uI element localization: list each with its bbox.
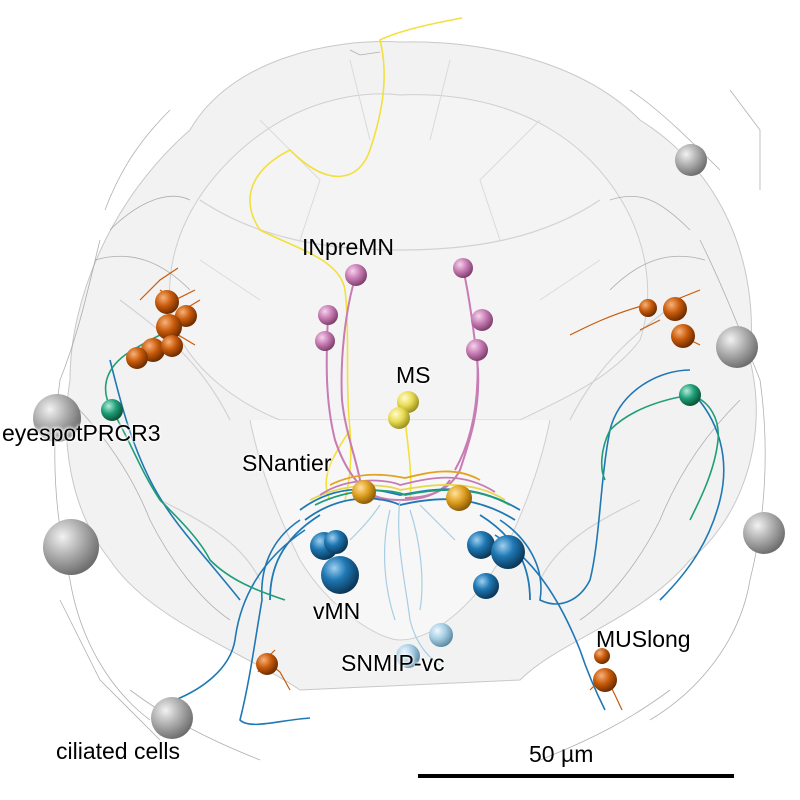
ciliated-cell bbox=[716, 326, 758, 368]
label-ms: MS bbox=[396, 362, 431, 388]
snantier-cell bbox=[446, 485, 472, 511]
ciliated-cell bbox=[33, 394, 81, 442]
ciliated-cell bbox=[675, 144, 707, 176]
orange-cell bbox=[639, 299, 657, 317]
orange-cell bbox=[155, 290, 179, 314]
label-eyespot: eyespotPRCR3 bbox=[2, 420, 161, 446]
label-vmn: vMN bbox=[313, 598, 361, 624]
vmn-neurites bbox=[109, 359, 725, 726]
orange-cell bbox=[161, 335, 183, 357]
snmip-neurites bbox=[349, 499, 456, 666]
snmip-cells bbox=[396, 623, 453, 668]
snmip-cell bbox=[429, 623, 453, 647]
label-ciliated: ciliated cells bbox=[56, 738, 180, 764]
inpremn-cell bbox=[453, 258, 473, 278]
snantier-cell bbox=[352, 480, 376, 504]
orange-cell bbox=[671, 324, 695, 348]
ms-cells bbox=[388, 391, 419, 429]
ciliated-neurites bbox=[54, 49, 766, 761]
inpremn-cell bbox=[466, 339, 488, 361]
orange-cell bbox=[663, 297, 687, 321]
inpremn-cell bbox=[345, 264, 367, 286]
scalebar bbox=[418, 774, 734, 778]
eyespot-cell bbox=[679, 384, 701, 406]
vmn-cell bbox=[473, 573, 499, 599]
label-snantier: SNantier bbox=[242, 450, 332, 476]
orange-cell bbox=[256, 653, 278, 675]
label-snmip: SNMIP-vc bbox=[341, 650, 445, 676]
eyespot-cell bbox=[101, 399, 123, 421]
ciliated-cell bbox=[43, 519, 99, 575]
snantier-cells bbox=[352, 480, 472, 511]
vmn-cell bbox=[491, 535, 525, 569]
label-inpremn: INpreMN bbox=[302, 234, 395, 260]
eyespot-cells bbox=[101, 384, 701, 421]
label-muslong: MUSlong bbox=[596, 626, 691, 652]
inpremn-cell bbox=[318, 305, 338, 325]
vmn-cells bbox=[310, 530, 525, 599]
inpremn-cell bbox=[315, 331, 335, 351]
vmn-cell bbox=[321, 556, 359, 594]
ms-cell bbox=[388, 407, 410, 429]
vmn-cell bbox=[324, 530, 348, 554]
orange-cell bbox=[593, 668, 617, 692]
orange-cell bbox=[126, 347, 148, 369]
ms-cell bbox=[397, 391, 419, 413]
inpremn-cell bbox=[471, 309, 493, 331]
inpremn-cells bbox=[315, 258, 493, 361]
ciliated-cells bbox=[33, 144, 785, 739]
vmn-cell bbox=[467, 531, 495, 559]
body-outline bbox=[65, 41, 757, 691]
snmip-cell bbox=[396, 644, 420, 668]
scalebar-label: 50 µm bbox=[529, 741, 594, 767]
ciliated-cell bbox=[743, 512, 785, 554]
orange-cell bbox=[156, 314, 182, 340]
orange-cells bbox=[126, 290, 695, 692]
orange-cell bbox=[594, 648, 610, 664]
ciliated-cell bbox=[151, 697, 193, 739]
